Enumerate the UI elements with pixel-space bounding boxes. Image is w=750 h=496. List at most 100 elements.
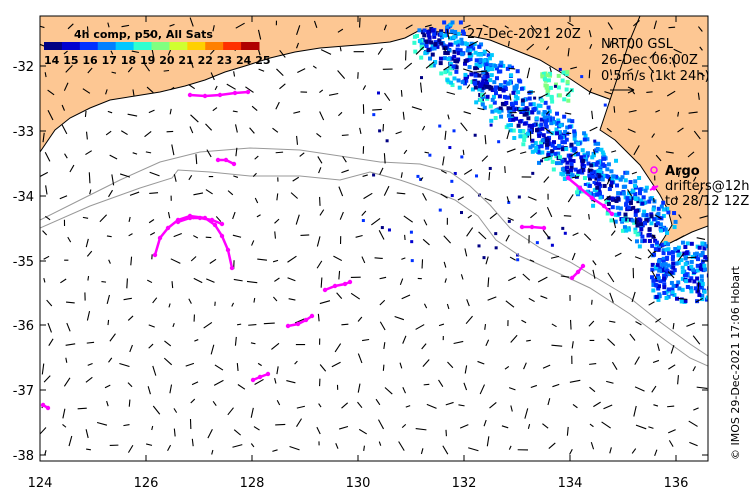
sst-pixel xyxy=(573,152,578,157)
drifter-fix xyxy=(157,235,163,241)
sst-pixel xyxy=(613,219,618,224)
current-vector xyxy=(212,401,217,406)
current-vector xyxy=(505,234,510,242)
sst-pixel xyxy=(662,290,667,295)
current-vector xyxy=(545,46,550,51)
sst-pixel xyxy=(679,299,684,304)
sst-pixel xyxy=(445,25,450,30)
current-vector xyxy=(510,334,518,343)
current-vector xyxy=(272,449,278,452)
sst-pixel xyxy=(461,31,466,36)
sst-pixel xyxy=(533,148,538,153)
sst-pixel xyxy=(565,79,570,84)
sst-pixel xyxy=(451,64,456,69)
sst-pixel xyxy=(494,66,499,71)
sst-pixel xyxy=(680,265,685,270)
current-vector xyxy=(440,169,447,174)
current-vector xyxy=(420,82,423,93)
current-vector xyxy=(212,25,215,32)
sst-pixel xyxy=(515,69,520,74)
sst-pixel xyxy=(552,145,557,150)
sst-pixel xyxy=(624,201,629,206)
current-vector xyxy=(675,235,685,241)
sst-pixel xyxy=(620,228,625,233)
current-vector xyxy=(686,322,696,327)
current-vector xyxy=(86,250,93,257)
sst-pixel xyxy=(676,260,681,265)
sst-pixel xyxy=(651,234,656,239)
sst-pixel xyxy=(627,195,632,200)
drifter-fix xyxy=(565,175,571,181)
colorbar-label: 25 xyxy=(255,54,270,67)
drifter-fix xyxy=(295,321,301,327)
sst-pixel xyxy=(543,110,548,115)
sst-pixel xyxy=(468,57,473,62)
current-vector xyxy=(627,128,636,133)
sst-pixel xyxy=(572,136,577,141)
current-vector xyxy=(232,211,236,220)
sst-pixel xyxy=(522,121,527,126)
sst-pixel xyxy=(415,33,420,38)
y-tick-label: -38 xyxy=(13,449,34,464)
sst-pixel xyxy=(562,169,567,174)
current-vector xyxy=(538,93,549,99)
sst-pixel xyxy=(703,255,708,260)
sst-pixel xyxy=(518,107,523,112)
current-vector xyxy=(164,340,172,347)
sst-pixel xyxy=(489,123,493,127)
sst-pixel xyxy=(513,88,518,93)
current-vector xyxy=(384,92,391,102)
sst-pixel xyxy=(571,159,576,164)
sst-pixel xyxy=(591,153,596,158)
current-vector xyxy=(466,84,471,89)
sst-pixel xyxy=(385,139,389,143)
sst-pixel xyxy=(589,170,594,175)
sst-pixel xyxy=(639,198,644,203)
sst-pixel xyxy=(564,146,569,151)
sst-pixel xyxy=(550,143,555,148)
sst-pixel xyxy=(606,174,611,179)
current-vector xyxy=(444,278,447,283)
sst-pixel xyxy=(488,78,493,83)
sst-pixel xyxy=(558,123,563,128)
sst-pixel xyxy=(670,254,675,259)
sst-pixel xyxy=(669,280,674,285)
sst-pixel xyxy=(623,214,628,219)
sst-pixel xyxy=(439,29,444,34)
sst-pixel xyxy=(647,239,652,244)
current-vector xyxy=(126,278,128,289)
current-vector xyxy=(212,107,218,112)
sst-pixel xyxy=(478,57,483,62)
current-vector xyxy=(173,232,182,238)
sst-pixel xyxy=(420,44,425,49)
drifter-fix xyxy=(209,217,215,223)
current-vector xyxy=(61,104,66,111)
sst-pixel xyxy=(539,144,544,149)
sst-pixel xyxy=(519,109,524,114)
current-vector xyxy=(507,217,514,221)
current-vector xyxy=(357,316,363,322)
sst-pixel xyxy=(587,173,592,178)
sst-pixel xyxy=(675,248,680,253)
current-vector xyxy=(688,420,698,427)
current-vector xyxy=(338,111,343,117)
current-vector xyxy=(82,216,89,219)
current-vector xyxy=(611,150,617,153)
current-vector xyxy=(250,407,254,418)
sst-pixel xyxy=(490,88,495,93)
sst-pixel xyxy=(473,66,478,71)
current-vector xyxy=(564,112,572,115)
sst-pixel xyxy=(448,61,453,66)
current-vector xyxy=(151,425,154,431)
sst-pixel xyxy=(565,165,570,170)
drifter-fix xyxy=(519,224,525,230)
drifter-fix xyxy=(229,265,235,271)
current-vector xyxy=(506,196,510,203)
sst-pixel xyxy=(656,247,661,252)
sst-pixel xyxy=(481,51,486,56)
sst-pixel xyxy=(540,138,545,143)
current-vector xyxy=(382,124,385,132)
sst-pixel xyxy=(576,152,581,157)
current-vector xyxy=(654,449,658,457)
current-vector xyxy=(571,176,579,179)
